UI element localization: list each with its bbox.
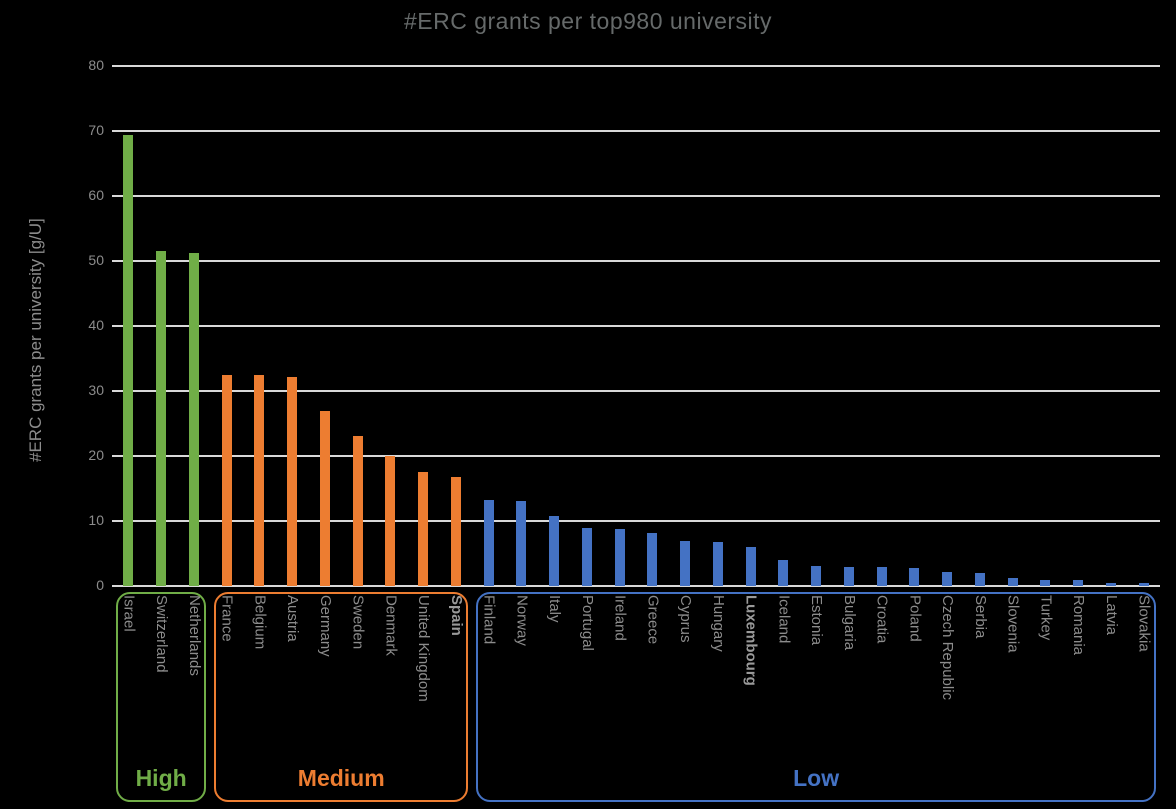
y-axis-title: #ERC grants per university [g/U] [26,218,45,462]
bar-norway [516,500,527,586]
group-label-high: High [135,765,187,791]
bar-greece [647,533,658,586]
x-axis-label-netherlands: Netherlands [185,595,203,676]
x-axis-label-denmark: Denmark [382,595,400,656]
x-axis-label-croatia: Croatia [873,595,891,644]
y-tick-label-40: 40 [88,317,104,333]
gridline-50 [112,260,1160,262]
gridline-20 [112,455,1160,457]
x-axis-label-cyprus: Cyprus [677,595,695,643]
bar-slovakia [1138,582,1149,586]
y-tick-label-0: 0 [96,577,104,593]
gridline-40 [112,325,1160,327]
bar-iceland [778,560,789,586]
x-axis-label-serbia: Serbia [971,595,989,639]
x-axis-label-estonia: Estonia [808,595,826,646]
bar-switzerland [156,251,167,586]
y-tick-label-30: 30 [88,382,104,398]
bar-belgium [254,375,265,586]
bar-spain [450,477,461,586]
x-axis-label-czech-republic: Czech Republic [939,595,957,701]
group-box-low: Low [476,592,1156,802]
bar-italy [549,516,560,586]
y-tick-label-20: 20 [88,447,104,463]
bar-united-kingdom [418,472,429,586]
bar-austria [287,377,298,586]
bar-croatia [876,567,887,586]
y-tick-label-50: 50 [88,252,104,268]
x-axis-label-turkey: Turkey [1037,595,1055,641]
x-axis-label-hungary: Hungary [709,595,727,652]
x-axis-label-belgium: Belgium [251,595,269,650]
bar-sweden [352,435,363,586]
y-tick-label-80: 80 [88,57,104,73]
x-axis-label-poland: Poland [906,595,924,642]
y-tick-label-60: 60 [88,187,104,203]
x-axis-label-norway: Norway [513,595,531,646]
plot-area: 80 70 60 50 40 30 20 10 0 [88,57,1160,593]
gridline-70 [112,130,1160,132]
x-axis-label-iceland: Iceland [775,595,793,644]
bar-slovenia [1007,577,1018,586]
group-box-high: High [116,592,207,802]
x-axis-label-germany: Germany [316,595,334,657]
x-axis-label-switzerland: Switzerland [153,595,171,673]
x-axis-label-france: France [218,595,236,642]
group-label-low: Low [793,765,840,791]
bar-serbia [974,573,985,586]
x-axis-label-luxembourg: Luxembourg [742,595,760,686]
bar-turkey [1040,580,1051,586]
gridline-0 [112,585,1160,587]
y-tick-label-70: 70 [88,122,104,138]
x-axis-label-austria: Austria [284,595,302,642]
bar-denmark [385,456,396,586]
y-tick-label-10: 10 [88,512,104,528]
x-axis-label-portugal: Portugal [578,595,596,651]
gridline-60 [112,195,1160,197]
bar-cyprus [680,540,691,586]
gridline-30 [112,390,1160,392]
x-axis-label-finland: Finland [480,595,498,645]
x-axis-label-slovakia: Slovakia [1135,595,1153,652]
bar-romania [1073,580,1084,586]
bar-latvia [1105,582,1116,586]
x-axis-label-greece: Greece [644,595,662,645]
bar-israel [123,134,134,586]
x-axis-label-italy: Italy [546,595,564,623]
bar-czech-republic [942,572,953,586]
x-axis-label-bulgaria: Bulgaria [840,595,858,651]
x-axis-label-latvia: Latvia [1102,595,1120,636]
bar-estonia [811,565,822,586]
group-box-medium: Medium [214,592,469,802]
bar-hungary [712,541,723,586]
group-label-medium: Medium [297,765,385,791]
bar-portugal [581,528,592,586]
bar-ireland [614,529,625,586]
chart-title: #ERC grants per top980 university [403,8,773,34]
bar-luxembourg [745,547,756,586]
gridline-10 [112,520,1160,522]
bar-finland [483,500,494,586]
bar-germany [319,410,330,586]
bar-france [221,375,232,586]
x-axis-label-romania: Romania [1070,595,1088,656]
bar-poland [909,567,920,586]
x-axis-label-sweden: Sweden [349,595,367,650]
x-axis-label-united-kingdom: United Kingdom [415,595,433,702]
x-axis-label-slovenia: Slovenia [1004,595,1022,653]
x-axis-label-ireland: Ireland [611,595,629,641]
bar-bulgaria [843,566,854,586]
bar-netherlands [188,253,199,586]
gridline-80 [112,65,1160,67]
